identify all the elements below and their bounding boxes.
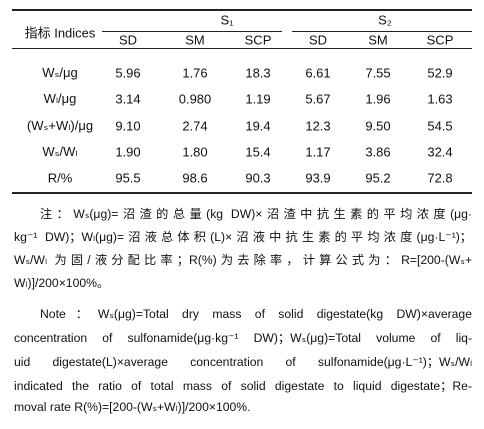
- group-rule: [102, 31, 282, 32]
- table-cell: 98.6: [182, 170, 208, 186]
- table-cell: 1.76: [182, 65, 208, 81]
- row-label: R/%: [47, 170, 73, 186]
- note-line: indicated the ratio of total mass of sol…: [14, 379, 472, 393]
- note-line: uid digestate(L)×average concentration o…: [14, 355, 472, 369]
- table-cell: 1.63: [427, 91, 453, 107]
- table-cell: 52.9: [427, 65, 453, 81]
- row-label: (Wₛ+Wₗ)/μg: [26, 118, 94, 133]
- table-cell: 95.2: [365, 170, 391, 186]
- note-line: kg⁻¹ DW)；Wₗ(μg)=沼液总体积(L)×沼液中抗生素的平均浓度(μg·…: [14, 230, 472, 244]
- table-cell: 72.8: [427, 170, 453, 186]
- table-cell: 7.55: [365, 65, 391, 81]
- table-cell: 90.3: [245, 170, 271, 186]
- column-header: SM: [185, 32, 205, 48]
- bottom-rule: [12, 192, 472, 194]
- table-cell: 1.80: [182, 144, 208, 160]
- table-cell: 3.86: [365, 144, 391, 160]
- table-cell: 32.4: [427, 144, 453, 160]
- table-cell: 54.5: [427, 118, 453, 134]
- note-line: Note：Wₛ(μg)=Total dry mass of solid dige…: [40, 307, 472, 321]
- table-cell: 93.9: [305, 170, 331, 186]
- table-cell: 1.90: [115, 144, 141, 160]
- group-header: S₂: [378, 12, 392, 28]
- table-cell: 0.980: [178, 91, 212, 107]
- group-rule: [292, 31, 472, 32]
- table-cell: 1.17: [305, 144, 331, 160]
- column-header: SD: [118, 32, 138, 48]
- note-line: 注：Wₛ(μg)=沼渣的总量(kg DW)×沼渣中抗生素的平均浓度(μg·: [40, 207, 472, 221]
- table-cell: 15.4: [245, 144, 271, 160]
- table-cell: 19.4: [245, 118, 271, 134]
- column-header: SCP: [244, 32, 272, 48]
- note-line: Wₛ/Wₗ 为固/液分配比率；R(%)为去除率，计算公式为：R=[200-(Wₛ…: [14, 253, 472, 267]
- indices-header: 指标 Indices: [24, 25, 96, 41]
- column-header: SM: [368, 32, 388, 48]
- table-cell: 2.74: [182, 118, 208, 134]
- top-rule: [12, 9, 472, 11]
- table-cell: 9.50: [365, 118, 391, 134]
- header-rule: [12, 48, 472, 49]
- note-line: Wₗ)]/200×100%。: [14, 276, 110, 290]
- table-cell: 12.3: [305, 118, 331, 134]
- column-header: SCP: [426, 32, 454, 48]
- table-cell: 1.19: [245, 91, 271, 107]
- table-cell: 18.3: [245, 65, 271, 81]
- table-cell: 1.96: [365, 91, 391, 107]
- table-cell: 9.10: [115, 118, 141, 134]
- note-line: concentration of sulfonamide(μg·kg⁻¹ DW)…: [14, 331, 472, 345]
- row-label: Wₗ/μg: [43, 91, 77, 106]
- column-header: SD: [308, 32, 328, 48]
- table-cell: 5.67: [305, 91, 331, 107]
- table-cell: 6.61: [305, 65, 331, 81]
- note-line: moval rate R(%)=[200-(Wₛ+Wₗ)]/200×100%.: [14, 400, 251, 414]
- row-label: Wₛ/Wₗ: [42, 144, 78, 159]
- row-label: Wₛ/μg: [42, 65, 78, 80]
- group-header: S₁: [220, 12, 234, 28]
- table-cell: 95.5: [115, 170, 141, 186]
- table-cell: 5.96: [115, 65, 141, 81]
- table-cell: 3.14: [115, 91, 141, 107]
